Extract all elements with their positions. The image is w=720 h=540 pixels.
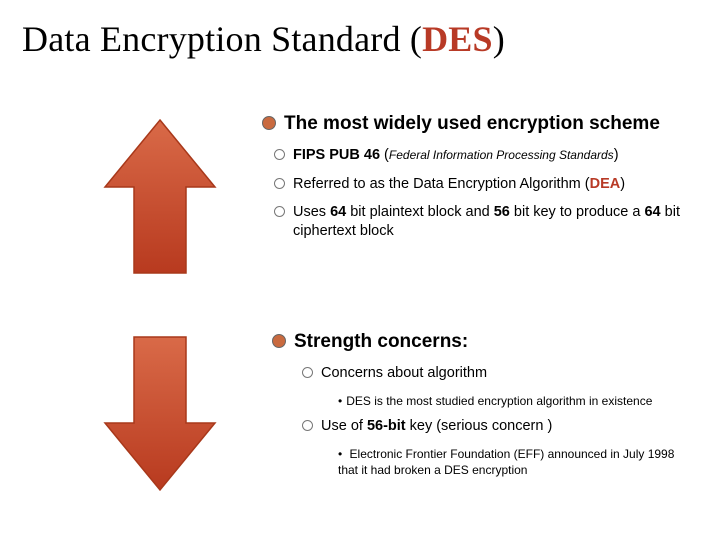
arrow-up-icon [100,115,220,280]
bullet-open-icon [302,367,313,378]
page-title: Data Encryption Standard (DES) [0,0,720,60]
bullet-icon [262,116,276,130]
title-suffix: ) [493,19,505,59]
bullet-open-icon [274,206,285,217]
section-widely-used: The most widely used encryption scheme F… [262,112,692,251]
bullet-open-icon [274,178,285,189]
list-item: Concerns about algorithm [302,364,692,383]
section2-heading: Strength concerns: [294,330,468,354]
list-item-text: Use of 56-bit key (serious concern ) [321,417,552,436]
list-item-text: Concerns about algorithm [321,364,487,383]
list-sub-item: •DES is the most studied encryption algo… [338,393,692,409]
list-item-text: FIPS PUB 46 (Federal Information Process… [293,146,619,165]
section1-heading: The most widely used encryption scheme [284,112,660,136]
list-item-text: Uses 64 bit plaintext block and 56 bit k… [293,203,692,241]
bullet-open-icon [274,149,285,160]
list-item: Uses 64 bit plaintext block and 56 bit k… [274,203,692,241]
arrow-down-icon [100,330,220,495]
bullet-icon [272,334,286,348]
title-accent: DES [422,19,493,59]
section-strength-concerns: Strength concerns: Concerns about algori… [272,330,692,486]
list-item: Referred to as the Data Encryption Algor… [274,175,692,194]
title-prefix: Data Encryption Standard ( [22,19,422,59]
list-sub-item: • Electronic Frontier Foundation (EFF) a… [338,446,692,478]
list-item: Use of 56-bit key (serious concern ) [302,417,692,436]
list-item: FIPS PUB 46 (Federal Information Process… [274,146,692,165]
bullet-open-icon [302,420,313,431]
list-item-text: Referred to as the Data Encryption Algor… [293,175,625,194]
